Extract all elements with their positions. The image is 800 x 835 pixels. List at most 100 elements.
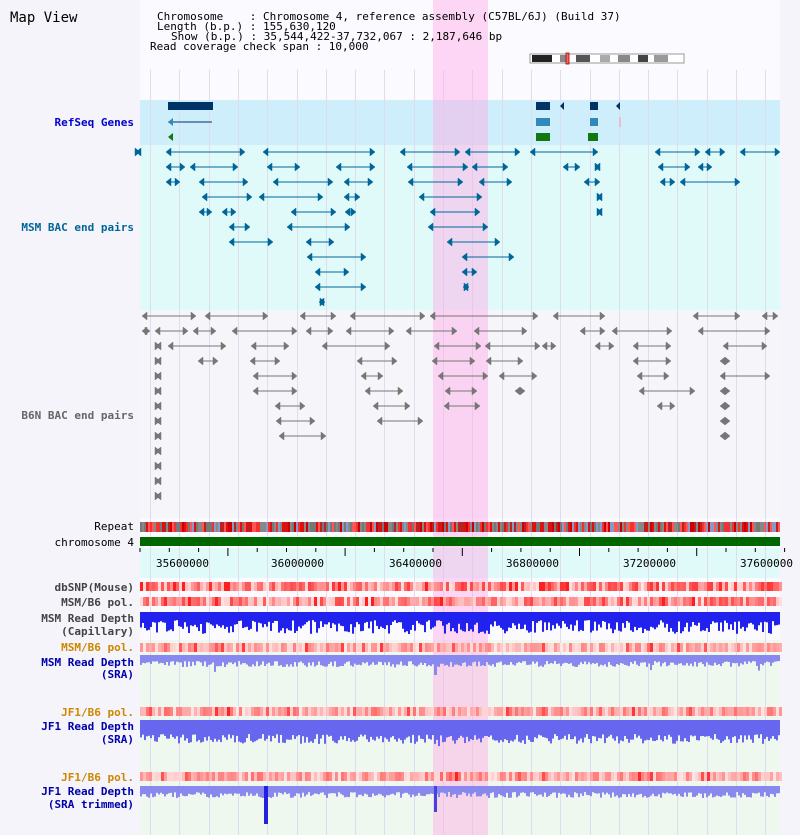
- pol-heat: [668, 707, 671, 716]
- repeat-mark: [720, 522, 722, 532]
- bac-end-pair: [659, 177, 666, 187]
- read-depth-bar: [732, 786, 734, 798]
- read-depth-bar: [674, 655, 676, 665]
- bac-end-pair: [154, 416, 161, 426]
- pol-heat: [437, 643, 440, 652]
- track-label-b6n-bac[interactable]: B6N BAC end pairs: [21, 409, 134, 422]
- read-depth-bar: [624, 655, 626, 665]
- read-depth-bar: [284, 612, 286, 634]
- pol-heat: [479, 707, 482, 716]
- bac-end-pair: [354, 192, 361, 202]
- read-depth-bar: [740, 655, 742, 664]
- track-label-refseq[interactable]: RefSeq Genes: [54, 116, 134, 129]
- selected-region-highlight[interactable]: [433, 0, 488, 835]
- read-depth-bar: [452, 720, 454, 741]
- pol-heat: [386, 772, 389, 781]
- dbsnp-heat: [767, 582, 770, 591]
- pol-heat: [344, 643, 347, 652]
- track-label-msm-bac[interactable]: MSM BAC end pairs: [21, 221, 134, 234]
- dbsnp-heat: [197, 582, 200, 591]
- read-depth-bar: [494, 612, 496, 622]
- pol-heat: [485, 707, 488, 716]
- pol-heat: [758, 643, 761, 652]
- track-label-jf1t-depth[interactable]: JF1 Read Depth: [41, 785, 134, 798]
- repeat-mark: [778, 522, 780, 532]
- read-depth-bar: [726, 612, 728, 623]
- dbsnp-heat: [236, 582, 239, 591]
- pol-heat: [431, 597, 434, 606]
- track-label-jf1-pol[interactable]: JF1/B6 pol.: [61, 706, 134, 719]
- read-depth-bar: [692, 612, 694, 622]
- read-depth-bar: [444, 786, 446, 794]
- pol-heat: [560, 772, 563, 781]
- read-depth-bar: [372, 720, 374, 740]
- pol-heat: [362, 707, 365, 716]
- read-depth-bar: [458, 612, 460, 624]
- read-depth-bar: [510, 720, 512, 741]
- read-depth-bar: [288, 720, 290, 740]
- read-depth-bar: [194, 655, 196, 666]
- read-depth-bar: [428, 786, 430, 795]
- read-depth-bar: [216, 612, 218, 625]
- pol-heat: [173, 772, 176, 781]
- pol-heat: [755, 643, 758, 652]
- read-depth-bar: [274, 720, 276, 739]
- track-label-chromosome[interactable]: chromosome 4: [54, 536, 134, 549]
- dbsnp-heat: [629, 582, 632, 591]
- read-depth-bar: [244, 612, 246, 628]
- dbsnp-heat: [434, 582, 437, 591]
- refseq-gene: [590, 102, 598, 110]
- repeat-mark: [424, 522, 426, 532]
- track-label-msm-depth-cap[interactable]: MSM Read Depth: [41, 612, 134, 625]
- read-depth-bar: [662, 655, 664, 664]
- pol-heat: [518, 597, 521, 606]
- pol-heat: [170, 597, 173, 606]
- pol-heat: [308, 707, 311, 716]
- dbsnp-heat: [485, 582, 488, 591]
- dbsnp-heat: [272, 582, 275, 591]
- bac-end-pair: [228, 222, 235, 232]
- read-depth-bar: [214, 786, 216, 798]
- track-label-jf1-depth[interactable]: JF1 Read Depth: [41, 720, 134, 733]
- track-label-msm-pol-sra[interactable]: MSM/B6 pol.: [61, 641, 134, 654]
- dbsnp-heat: [686, 582, 689, 591]
- track-label-dbsnp[interactable]: dbSNP(Mouse): [54, 581, 134, 594]
- dbsnp-heat: [650, 582, 653, 591]
- read-depth-bar: [636, 655, 638, 665]
- pol-heat: [542, 597, 545, 606]
- read-depth-bar: [660, 720, 662, 740]
- read-depth-bar: [488, 655, 490, 665]
- read-depth-bar: [500, 720, 502, 741]
- read-depth-bar: [772, 786, 774, 795]
- track-label-repeat[interactable]: Repeat: [94, 520, 134, 533]
- read-depth-bar: [450, 720, 452, 736]
- chromosome-ideogram[interactable]: [528, 52, 688, 66]
- pol-heat: [548, 597, 551, 606]
- track-label-msm-pol-cap[interactable]: MSM/B6 pol.: [61, 596, 134, 609]
- read-depth-bar: [152, 720, 154, 736]
- read-depth-bar: [356, 612, 358, 623]
- pol-heat: [251, 643, 254, 652]
- read-depth-bar: [630, 720, 632, 740]
- read-depth-bar: [484, 655, 486, 667]
- axis-tick-label: 36400000: [389, 557, 442, 570]
- pol-heat: [434, 597, 437, 606]
- bac-end-pair: [154, 491, 161, 501]
- dbsnp-heat: [503, 582, 506, 591]
- repeat-mark: [576, 522, 578, 532]
- read-depth-bar: [140, 720, 142, 738]
- pol-heat: [260, 772, 263, 781]
- read-depth-bar: [744, 612, 746, 632]
- pol-heat: [164, 772, 167, 781]
- read-depth-bar: [610, 786, 612, 798]
- track-label-msm-depth-sra[interactable]: MSM Read Depth: [41, 656, 134, 669]
- track-label-jf1t-pol[interactable]: JF1/B6 pol.: [61, 771, 134, 784]
- pol-heat: [746, 772, 749, 781]
- pol-heat: [227, 772, 230, 781]
- read-depth-bar: [312, 655, 314, 663]
- read-depth-bar: [342, 612, 344, 627]
- read-depth-bar: [268, 720, 270, 736]
- pol-heat: [251, 707, 254, 716]
- read-depth-bar: [456, 655, 458, 665]
